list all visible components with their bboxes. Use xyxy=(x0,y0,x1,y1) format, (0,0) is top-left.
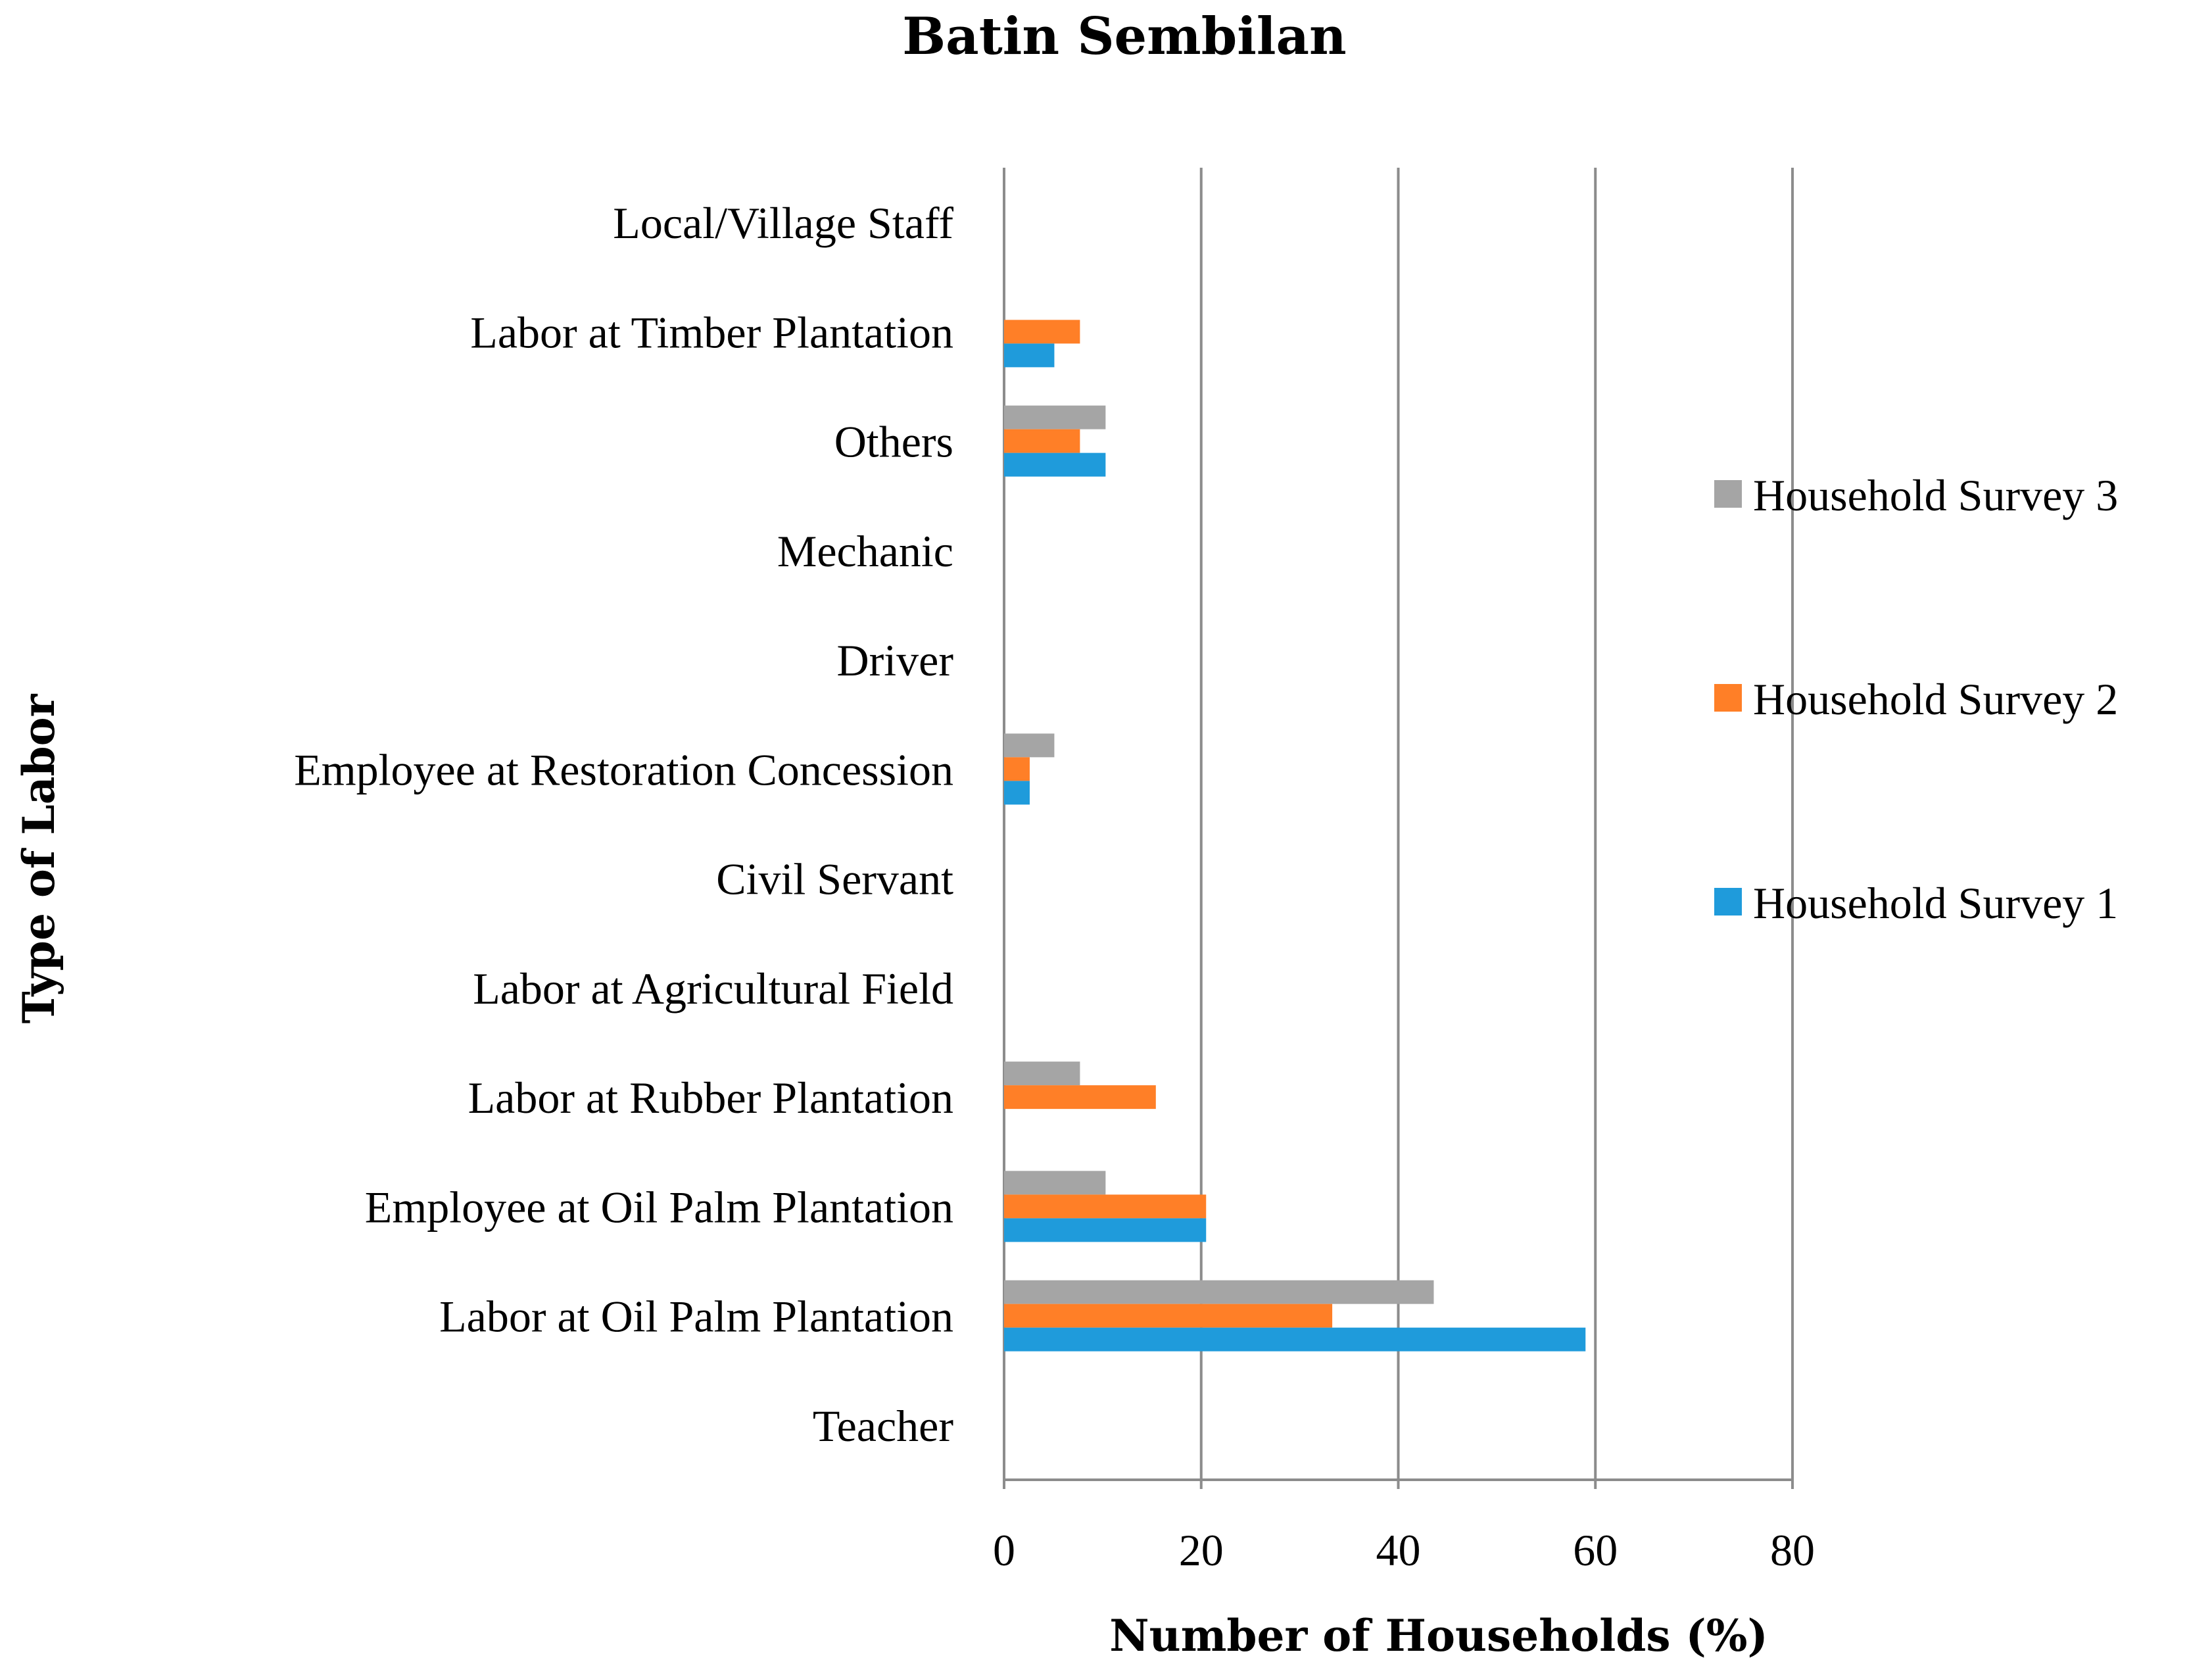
category-label: Others xyxy=(834,417,953,467)
category-label: Employee at Oil Palm Plantation xyxy=(365,1182,953,1232)
x-tick-label: 40 xyxy=(1376,1525,1421,1575)
bar xyxy=(1004,733,1055,758)
bar xyxy=(1004,1171,1106,1195)
x-axis-label: Number of Households (%) xyxy=(1109,1610,1767,1660)
y-axis-label: Type of Labor xyxy=(13,693,64,1023)
legend-swatch xyxy=(1714,888,1742,915)
bar xyxy=(1004,757,1030,781)
category-label: Teacher xyxy=(813,1401,954,1451)
bar xyxy=(1004,1327,1586,1352)
bar xyxy=(1004,1085,1156,1110)
gridlines xyxy=(1003,168,1794,1489)
bar xyxy=(1004,1304,1333,1328)
x-tick-label: 0 xyxy=(993,1525,1015,1575)
bar xyxy=(1004,343,1055,368)
chart-title: Batin Sembilan xyxy=(902,7,1347,66)
legend-swatch xyxy=(1714,480,1742,508)
legend-label: Household Survey 1 xyxy=(1753,878,2118,928)
category-label: Labor at Timber Plantation xyxy=(470,307,953,357)
category-labels: Local/Village Staff Labor at Timber Plant… xyxy=(294,198,953,1451)
legend-label: Household Survey 2 xyxy=(1753,674,2118,724)
bar xyxy=(1004,452,1106,477)
bar xyxy=(1004,429,1080,453)
x-tick-label: 20 xyxy=(1179,1525,1224,1575)
bar xyxy=(1004,1218,1207,1242)
category-label: Civil Servant xyxy=(716,854,953,904)
legend-label: Household Survey 3 xyxy=(1753,470,2118,520)
x-tick-label: 80 xyxy=(1770,1525,1815,1575)
bar xyxy=(1004,405,1106,429)
x-tick-labels: 0 20 40 60 80 xyxy=(993,1525,1815,1575)
x-tick-label: 60 xyxy=(1573,1525,1618,1575)
bars xyxy=(1004,320,1586,1352)
legend-swatch xyxy=(1714,684,1742,712)
category-label: Labor at Oil Palm Plantation xyxy=(439,1292,953,1342)
legend: Household Survey 3 Household Survey 2 Hous… xyxy=(1714,470,2118,928)
bar xyxy=(1004,1280,1434,1304)
category-label: Mechanic xyxy=(777,526,953,576)
category-label: Employee at Restoration Concession xyxy=(294,745,953,794)
bar xyxy=(1004,781,1030,805)
bar xyxy=(1004,1062,1080,1086)
category-label: Driver xyxy=(837,635,954,685)
bar xyxy=(1004,320,1080,344)
category-label: Labor at Agricultural Field xyxy=(473,964,953,1013)
category-label: Labor at Rubber Plantation xyxy=(468,1073,953,1123)
bar xyxy=(1004,1194,1207,1219)
category-label: Local/Village Staff xyxy=(613,198,953,248)
